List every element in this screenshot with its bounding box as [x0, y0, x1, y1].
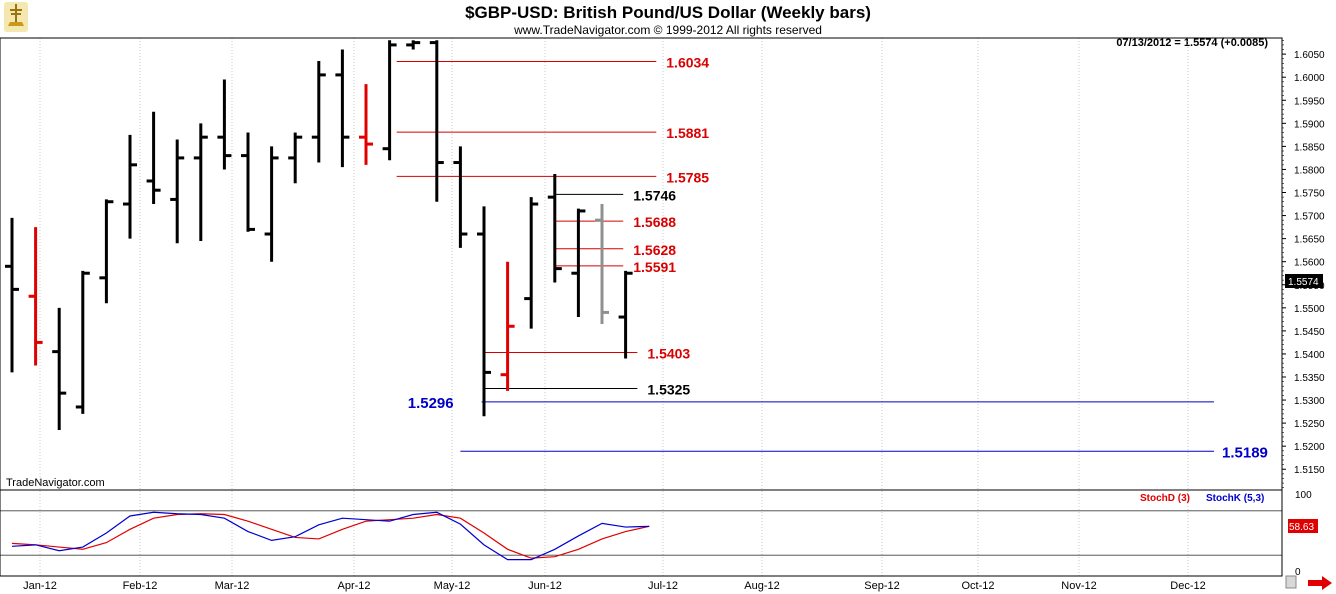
ohlc-bar — [5, 217, 19, 373]
ohlc-bar — [311, 61, 326, 163]
price-axis-label: 1.5450 — [1294, 327, 1325, 338]
price-axis-label: 1.5850 — [1294, 142, 1325, 153]
time-axis-label: Sep-12 — [864, 580, 899, 592]
ohlc-bar — [595, 204, 609, 324]
stochastic-panel-frame — [0, 489, 1283, 577]
ohlc-bar — [52, 307, 67, 431]
stoch-line-d — [11, 513, 650, 559]
level-label-1.6034: 1.6034 — [666, 55, 709, 71]
price-axis-label: 1.5150 — [1294, 465, 1325, 476]
level-label-1.5591: 1.5591 — [633, 259, 676, 275]
level-label-1.5296: 1.5296 — [408, 395, 454, 412]
stochastic-panel — [0, 510, 1282, 561]
stoch-last-value-label: 58.63 — [1289, 522, 1314, 533]
time-axis-label: Oct-12 — [961, 580, 994, 592]
price-axis-label: 1.5950 — [1294, 96, 1325, 107]
price-axis-label: 1.5600 — [1294, 258, 1325, 269]
price-axis-label: 1.5650 — [1294, 235, 1325, 246]
ohlc-bar — [146, 111, 161, 205]
ohlc-bar — [500, 261, 515, 391]
ohlc-bar — [382, 40, 397, 161]
time-axis-label: Jun-12 — [528, 580, 562, 592]
level-label-1.5785: 1.5785 — [666, 169, 709, 185]
ohlc-bar — [618, 270, 633, 359]
level-label-1.5325: 1.5325 — [647, 382, 690, 398]
ohlc-bar — [28, 227, 43, 366]
price-axis-label: 1.5900 — [1294, 119, 1325, 130]
time-axis-label: May-12 — [434, 580, 471, 592]
legend-stoch-d: StochD (3) — [1140, 493, 1190, 504]
ohlc-bar — [547, 174, 562, 283]
ohlc-bar — [524, 197, 539, 329]
level-label-1.5628: 1.5628 — [633, 242, 676, 258]
time-axis-label: Dec-12 — [1170, 580, 1205, 592]
ohlc-bar — [193, 123, 208, 241]
stoch-last-value-marker: 58.63 — [1288, 519, 1318, 533]
ohlc-bar — [288, 132, 303, 184]
price-bars — [5, 40, 633, 431]
ohlc-bar — [406, 40, 421, 50]
price-axis-label: 1.5350 — [1294, 373, 1325, 384]
stoch-line-k — [11, 511, 650, 561]
ohlc-bar — [123, 134, 137, 239]
time-axis-label: Jul-12 — [648, 580, 678, 592]
price-axis-label: 1.5300 — [1294, 396, 1325, 407]
chart-title: $GBP-USD: British Pound/US Dollar (Weekl… — [465, 3, 871, 22]
price-axis-label: 1.5750 — [1294, 189, 1325, 200]
ohlc-bar — [571, 208, 586, 318]
level-label-1.5688: 1.5688 — [633, 214, 676, 230]
ohlc-bar — [477, 206, 491, 417]
ohlc-bar — [429, 40, 444, 202]
scroll-left-button[interactable] — [1285, 575, 1297, 589]
ohlc-bar — [75, 270, 90, 414]
watermark-text: TradeNavigator.com — [6, 477, 105, 489]
price-axis-label: 1.5400 — [1294, 350, 1325, 361]
ohlc-bar — [359, 84, 373, 165]
stoch-axis-bottom-label: 0 — [1295, 567, 1301, 578]
price-axis-label: 1.5800 — [1294, 165, 1325, 176]
scroll-right-arrow-icon[interactable] — [1308, 576, 1332, 590]
ohlc-bar — [170, 139, 185, 244]
price-axis-label: 1.5250 — [1294, 419, 1325, 430]
last-price-label: 1.5574 — [1288, 277, 1319, 288]
legend-stoch-k: StochK (5,3) — [1206, 493, 1264, 504]
last-price-marker: 1.5574 — [1285, 274, 1323, 288]
level-label-1.5189: 1.5189 — [1222, 444, 1268, 461]
price-axis-label: 1.5200 — [1294, 442, 1325, 453]
price-axis-label: 1.5500 — [1294, 304, 1325, 315]
ohlc-bar — [264, 146, 279, 262]
time-axis-label: Mar-12 — [215, 580, 250, 592]
level-label-1.5403: 1.5403 — [647, 346, 690, 362]
ohlc-bar — [217, 79, 232, 170]
ohlc-bar — [99, 199, 114, 304]
support-resistance-levels: 1.6034 1.5881 1.5785 1.5746 1.5688 1.56281.55… — [396, 55, 1268, 461]
price-axis-label: 1.6000 — [1294, 73, 1325, 84]
time-axis-label: Feb-12 — [123, 580, 158, 592]
tradenavigator-logo-icon — [4, 2, 28, 32]
time-axis-label: Aug-12 — [744, 580, 779, 592]
price-axis-label: 1.5700 — [1294, 212, 1325, 223]
stoch-axis-top-label: 100 — [1295, 490, 1312, 501]
ohlc-bar — [453, 146, 468, 248]
time-axis: Jan-12 Feb-12 Mar-12 Apr-12 May-12 Jun-12 Jul-… — [23, 580, 1206, 592]
price-axis-label: 1.6050 — [1294, 50, 1325, 61]
price-axis: 1.6050 1.6000 1.5950 1.5900 1.5850 1.5800 1.57… — [1282, 40, 1325, 488]
ohlc-bar — [335, 49, 350, 168]
last-quote-text: 07/13/2012 = 1.5574 (+0.0085) — [1116, 37, 1268, 49]
time-axis-label: Apr-12 — [337, 580, 370, 592]
ohlc-bar — [241, 132, 255, 232]
time-axis-label: Jan-12 — [23, 580, 57, 592]
copyright-text: www.TradeNavigator.com © 1999-2012 All r… — [513, 23, 822, 37]
level-label-1.5746: 1.5746 — [633, 187, 676, 203]
level-label-1.5881: 1.5881 — [666, 125, 709, 141]
time-axis-label: Nov-12 — [1061, 580, 1096, 592]
